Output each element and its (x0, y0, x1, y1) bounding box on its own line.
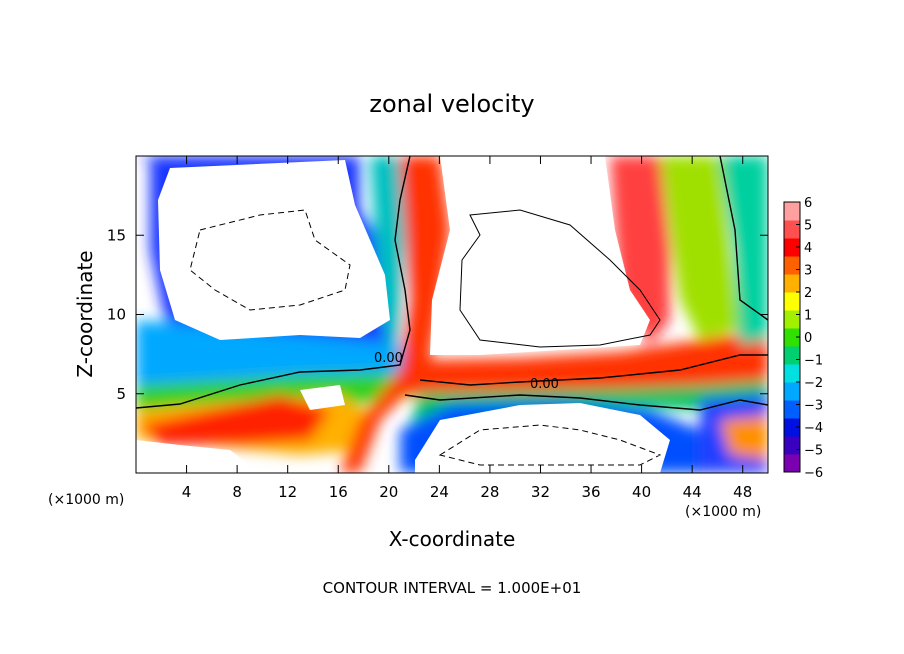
x-tick-label: 40 (632, 483, 651, 501)
contour-lines-dashed (189, 209, 662, 466)
colorbar-swatch (784, 310, 800, 329)
colorbar-swatch (784, 238, 800, 257)
x-tick-label: 12 (278, 483, 297, 501)
contour-lines (136, 156, 768, 411)
colorbar-tick-label: −2 (804, 376, 823, 391)
x-tick-label: 32 (531, 483, 550, 501)
contour-label-1: 0.00 (374, 351, 403, 366)
colorbar-swatch (784, 364, 800, 383)
colorbar-swatch (784, 418, 800, 437)
y-axis-title: Z-coordinate (73, 250, 97, 377)
y-axis-ticks: 5 10 15 (107, 226, 768, 403)
x-axis-title: X-coordinate (389, 527, 516, 551)
colorbar-tick-label: −1 (804, 354, 823, 369)
colorbar-tick-label: 2 (804, 286, 812, 301)
colorbar-tick-label: −5 (804, 444, 823, 459)
colorbar-swatch (784, 382, 800, 401)
y-tick-label: 10 (107, 306, 126, 324)
x-unit-label: (×1000 m) (685, 504, 761, 520)
colorbar-tick-label: −6 (804, 466, 823, 481)
chart-title: zonal velocity (369, 90, 534, 118)
x-tick-label: 24 (430, 483, 449, 501)
colorbar-tick-label: 4 (804, 241, 812, 256)
x-tick-label: 16 (329, 483, 348, 501)
colorbar-swatch (784, 328, 800, 347)
x-tick-label: 8 (232, 483, 242, 501)
colorbar-swatch (784, 454, 800, 473)
colorbar-tick-label: 1 (804, 309, 812, 324)
contour-lines-thin (459, 209, 661, 348)
colorbar-swatch (784, 202, 800, 221)
y-tick-label: 15 (107, 226, 126, 244)
colorbar-swatch (784, 220, 800, 239)
colorbar-tick-label: 0 (804, 331, 812, 346)
colorbar-swatch (784, 292, 800, 311)
contour-label-2: 0.00 (530, 377, 559, 392)
colorbar-swatch (784, 436, 800, 455)
colorbar-tick-label: 6 (804, 196, 812, 211)
x-tick-label: 4 (182, 483, 192, 501)
x-tick-label: 20 (379, 483, 398, 501)
heatmap-field (136, 156, 768, 473)
x-tick-label: 44 (683, 483, 702, 501)
colorbar-swatch (784, 346, 800, 365)
colorbar-tick-label: −4 (804, 421, 823, 436)
colorbar-swatch (784, 274, 800, 293)
colorbar: 6 5 4 3 2 1 0 −1 −2 −3 −4 −5 −6 (783, 196, 823, 481)
colorbar-swatch (784, 256, 800, 275)
colorbar-swatch (784, 400, 800, 419)
x-tick-label: 28 (480, 483, 499, 501)
colorbar-tick-label: −3 (804, 399, 823, 414)
y-tick-label: 5 (116, 385, 126, 403)
x-tick-label: 36 (581, 483, 600, 501)
x-tick-label: 48 (733, 483, 752, 501)
colorbar-tick-label: 5 (804, 219, 812, 234)
x-axis-ticks: 4 8 12 16 20 24 28 32 36 40 44 48 (182, 156, 752, 501)
y-unit-label: (×1000 m) (48, 492, 124, 508)
contour-interval-note: CONTOUR INTERVAL = 1.000E+01 (323, 579, 582, 597)
colorbar-tick-label: 3 (804, 264, 812, 279)
